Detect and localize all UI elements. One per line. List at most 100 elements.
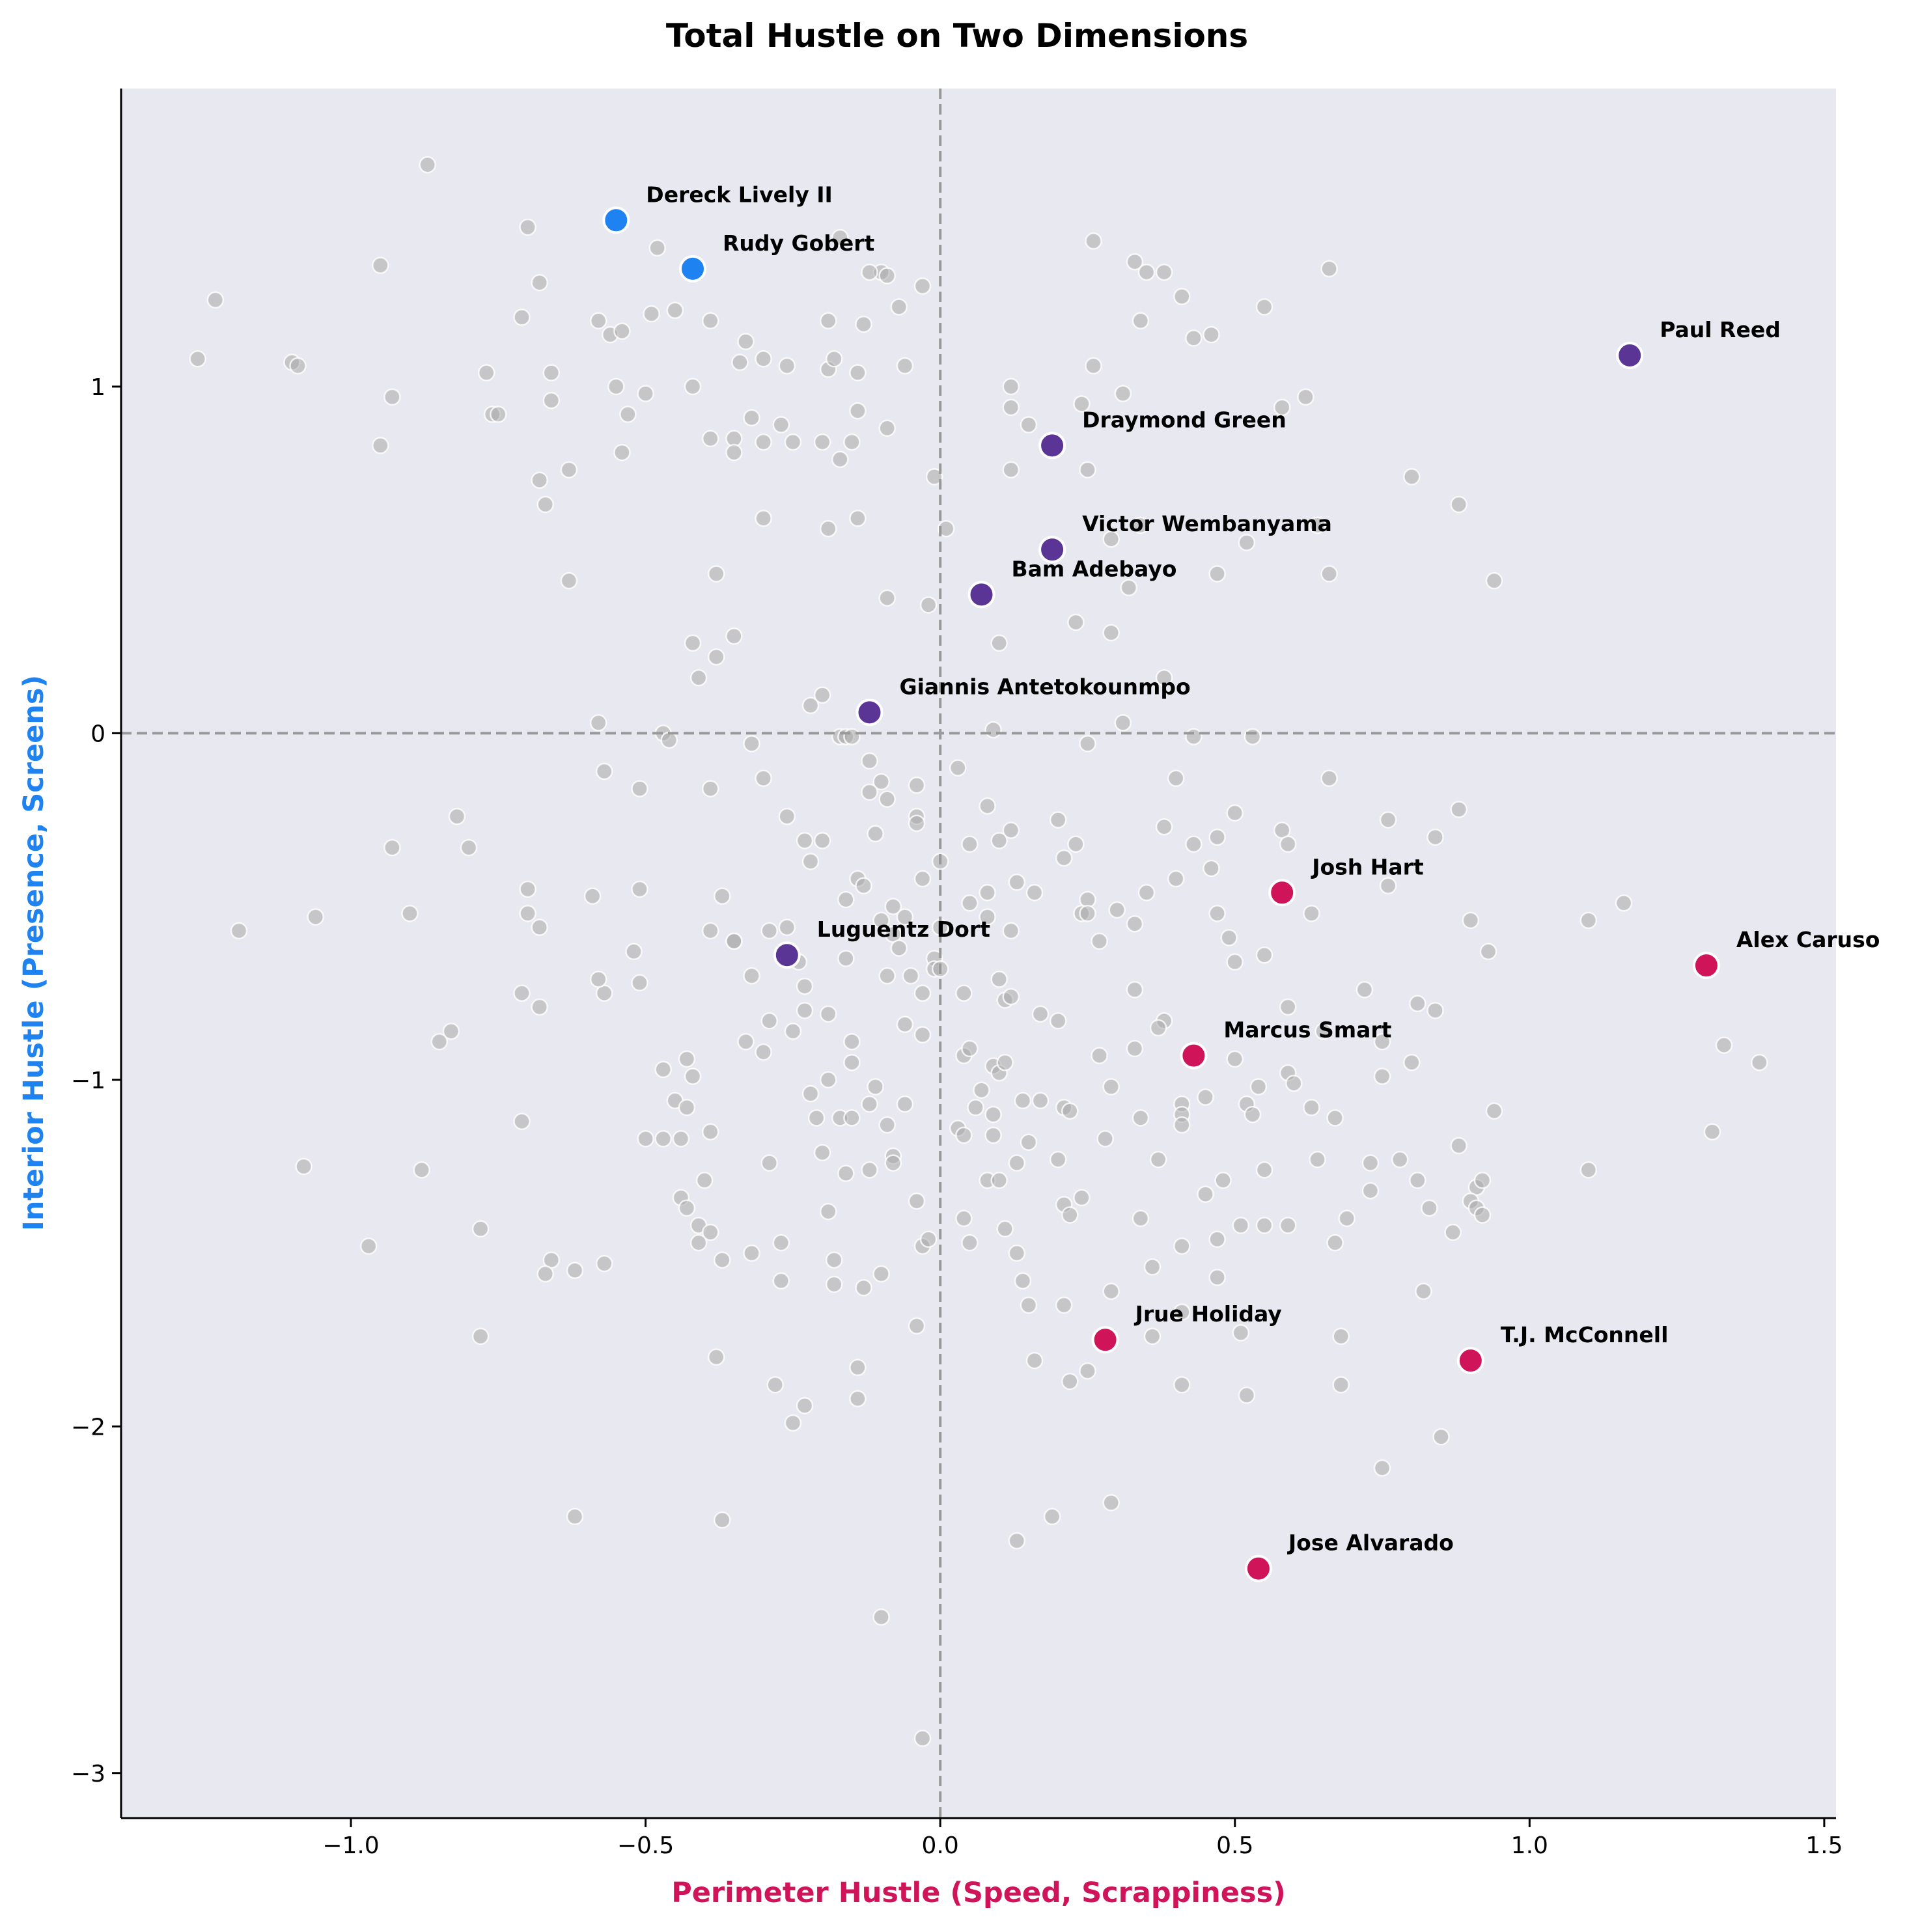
other-player-point [843,1033,861,1051]
other-player-point [949,759,967,777]
other-player-point [843,1053,861,1071]
other-player-point [648,239,666,257]
other-player-point [796,832,814,849]
x-tick-label: 0.5 [1216,1832,1253,1859]
other-player-point [961,835,979,853]
other-player-point [796,1397,814,1414]
other-player-point [884,1154,902,1172]
other-player-point [1102,1282,1120,1300]
other-player-point [531,471,548,489]
other-player-point [1338,1209,1356,1228]
other-player-point [884,898,902,915]
other-player-point [1173,1376,1191,1394]
other-player-point [961,894,979,912]
other-player-point [1479,943,1497,961]
other-player-point [1008,1532,1026,1550]
other-player-point [1126,253,1144,271]
other-player-point [1126,981,1144,999]
other-player-point [1238,1387,1256,1404]
other-player-point [908,1317,926,1335]
other-player-point [1143,1327,1162,1346]
other-player-point [913,984,932,1002]
chart-title: Total Hustle on Two Dimensions [666,17,1248,55]
other-player-point [737,333,755,350]
x-axis-label: Perimeter Hustle (Speed, Scrappiness) [671,1877,1286,1909]
other-player-point [531,918,548,936]
other-player-point [825,1275,843,1293]
highlighted-player-point [1244,1554,1272,1582]
other-player-point [872,1608,890,1626]
other-player-point [861,752,878,770]
other-player-point [513,984,531,1002]
other-player-point [896,1095,914,1113]
other-player-point [1067,835,1085,853]
other-player-point [984,1105,1002,1124]
other-player-point [1055,849,1073,867]
other-player-point [542,391,561,409]
other-player-point [1220,929,1238,946]
other-player-point [796,977,814,995]
x-tick-label: −1.0 [322,1832,379,1859]
other-player-point [1426,828,1444,846]
other-player-point [307,908,324,926]
highlighted-points: Dereck Lively II Rudy Gobert Paul Reed Dray… [602,182,1880,1582]
other-player-point [1462,911,1480,930]
other-player-point [631,780,648,797]
other-player-point [536,1265,554,1283]
other-player-point [490,406,507,423]
other-player-point [631,974,648,992]
other-player-point [1715,1036,1733,1054]
other-player-point [1020,416,1038,434]
other-player-point [984,721,1002,739]
other-player-point [1361,1181,1380,1200]
y-axis-label: Interior Hustle (Presence, Screens) [18,675,50,1231]
other-player-point [819,519,837,538]
y-tick-label: 0 [90,721,105,747]
other-player-point [849,402,867,420]
other-player-point [1432,1428,1450,1446]
other-player-point [589,312,607,330]
other-player-point [1208,565,1226,583]
other-player-point [967,1099,984,1116]
other-player-point [819,1202,837,1221]
other-player-point [1025,1351,1044,1370]
other-player-point [684,1068,702,1085]
other-player-point [714,887,731,905]
other-player-point [595,762,613,780]
other-player-point [536,495,554,514]
other-player-point [701,312,719,330]
other-player-point [625,943,643,961]
other-player-point [1173,1303,1191,1321]
other-player-point [1373,1459,1391,1477]
other-player-point [813,832,831,849]
other-player-point [1373,1033,1391,1051]
x-tick-label: −0.5 [617,1832,674,1859]
other-player-point [843,433,861,451]
other-player-point [1485,1102,1503,1120]
other-player-point [714,1511,731,1529]
other-player-point [1485,572,1503,590]
other-player-point [784,1023,802,1040]
other-player-point [1615,894,1633,912]
other-player-point [861,1161,878,1179]
other-player-point [1255,946,1273,964]
other-player-point [1403,468,1421,486]
other-player-point [189,350,206,368]
other-player-point [1450,1137,1468,1155]
other-player-point [913,870,932,888]
other-player-point [660,731,678,749]
other-player-point [684,634,702,652]
other-player-point [1203,325,1220,344]
other-player-point [1002,461,1020,478]
other-player-point [689,1234,708,1252]
other-player-point [1143,1258,1162,1276]
other-player-point [979,797,996,815]
x-ticks: −1.0 −0.5 0.0 0.5 1.0 1.5 [322,1818,1843,1859]
other-player-point [1126,1040,1144,1058]
player-label: Dereck Lively II [646,182,833,207]
other-player-point [1273,398,1291,417]
other-player-point [689,669,708,687]
player-label: Rudy Gobert [723,230,875,256]
other-player-point [714,1251,731,1269]
